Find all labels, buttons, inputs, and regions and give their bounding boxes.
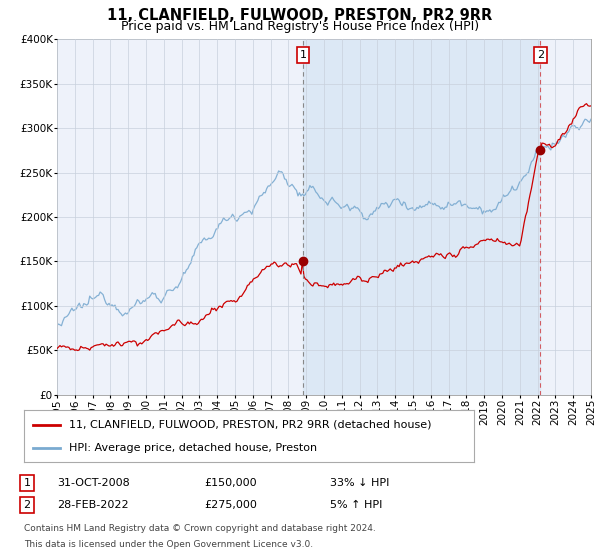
Text: 2: 2 [23, 500, 31, 510]
Text: 1: 1 [299, 50, 307, 60]
Text: 1: 1 [23, 478, 31, 488]
Text: 31-OCT-2008: 31-OCT-2008 [57, 478, 130, 488]
Text: £275,000: £275,000 [204, 500, 257, 510]
Text: 28-FEB-2022: 28-FEB-2022 [57, 500, 128, 510]
Text: £150,000: £150,000 [204, 478, 257, 488]
Text: Contains HM Land Registry data © Crown copyright and database right 2024.: Contains HM Land Registry data © Crown c… [24, 524, 376, 533]
Bar [303, 39, 541, 395]
Text: 33% ↓ HPI: 33% ↓ HPI [330, 478, 389, 488]
Text: 11, CLANFIELD, FULWOOD, PRESTON, PR2 9RR (detached house): 11, CLANFIELD, FULWOOD, PRESTON, PR2 9RR… [69, 420, 431, 430]
Text: HPI: Average price, detached house, Preston: HPI: Average price, detached house, Pres… [69, 442, 317, 452]
Text: 2: 2 [537, 50, 544, 60]
Text: Price paid vs. HM Land Registry's House Price Index (HPI): Price paid vs. HM Land Registry's House … [121, 20, 479, 33]
Text: 5% ↑ HPI: 5% ↑ HPI [330, 500, 382, 510]
Text: 11, CLANFIELD, FULWOOD, PRESTON, PR2 9RR: 11, CLANFIELD, FULWOOD, PRESTON, PR2 9RR [107, 8, 493, 24]
Text: This data is licensed under the Open Government Licence v3.0.: This data is licensed under the Open Gov… [24, 540, 313, 549]
